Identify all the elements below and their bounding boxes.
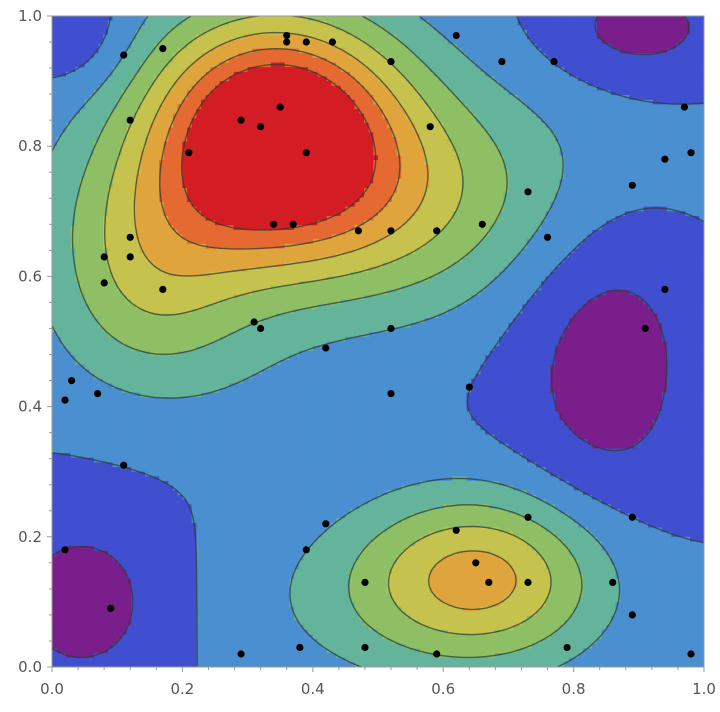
data-point: [120, 52, 127, 59]
data-point: [107, 605, 114, 612]
data-point: [329, 38, 336, 45]
data-point: [524, 188, 531, 195]
data-point: [238, 117, 245, 124]
data-point: [270, 221, 277, 228]
data-point: [251, 318, 258, 325]
data-point: [466, 384, 473, 391]
data-point: [564, 644, 571, 651]
data-point: [296, 644, 303, 651]
data-point: [277, 104, 284, 111]
data-point: [303, 149, 310, 156]
data-point: [361, 579, 368, 586]
data-point: [387, 390, 394, 397]
data-point: [687, 650, 694, 657]
data-point: [120, 462, 127, 469]
data-point: [322, 520, 329, 527]
data-point: [544, 234, 551, 241]
data-point: [687, 149, 694, 156]
data-point: [427, 123, 434, 130]
data-point: [550, 58, 557, 65]
y-tick-label: 0.8: [18, 137, 42, 155]
data-point: [479, 221, 486, 228]
x-tick-label: 1.0: [692, 680, 716, 698]
data-point: [472, 559, 479, 566]
data-point: [290, 221, 297, 228]
data-point: [387, 325, 394, 332]
data-point: [101, 253, 108, 260]
x-tick-label: 0.8: [562, 680, 586, 698]
data-point: [101, 279, 108, 286]
data-point: [283, 38, 290, 45]
data-point: [303, 546, 310, 553]
data-point: [283, 32, 290, 39]
y-tick-label: 0.4: [18, 398, 42, 416]
data-point: [322, 344, 329, 351]
x-tick-label: 0.2: [170, 680, 194, 698]
data-point: [61, 546, 68, 553]
data-point: [629, 611, 636, 618]
data-point: [433, 227, 440, 234]
data-point: [159, 286, 166, 293]
data-point: [185, 149, 192, 156]
data-point: [127, 234, 134, 241]
data-point: [127, 253, 134, 260]
data-point: [303, 38, 310, 45]
data-point: [257, 123, 264, 130]
x-tick-label: 0.0: [40, 680, 64, 698]
data-point: [355, 227, 362, 234]
data-point: [629, 514, 636, 521]
data-point: [238, 650, 245, 657]
data-point: [498, 58, 505, 65]
y-tick-label: 0.6: [18, 267, 42, 285]
data-point: [681, 104, 688, 111]
data-point: [61, 397, 68, 404]
data-point: [453, 32, 460, 39]
data-point: [68, 377, 75, 384]
x-tick-label: 0.4: [301, 680, 325, 698]
data-point: [257, 325, 264, 332]
data-point: [661, 156, 668, 163]
y-tick-label: 0.2: [18, 528, 42, 546]
data-point: [127, 117, 134, 124]
data-point: [433, 650, 440, 657]
data-point: [387, 227, 394, 234]
data-point: [94, 390, 101, 397]
data-point: [387, 58, 394, 65]
data-point: [661, 286, 668, 293]
data-point: [524, 514, 531, 521]
data-point: [361, 644, 368, 651]
data-point: [524, 579, 531, 586]
y-tick-label: 0.0: [18, 658, 42, 676]
data-point: [642, 325, 649, 332]
x-tick-label: 0.6: [431, 680, 455, 698]
data-point: [453, 527, 460, 534]
data-point: [485, 579, 492, 586]
contour-fill-layer: [52, 16, 705, 668]
data-point: [159, 45, 166, 52]
data-point: [629, 182, 636, 189]
data-point: [609, 579, 616, 586]
y-tick-label: 1.0: [18, 7, 42, 25]
